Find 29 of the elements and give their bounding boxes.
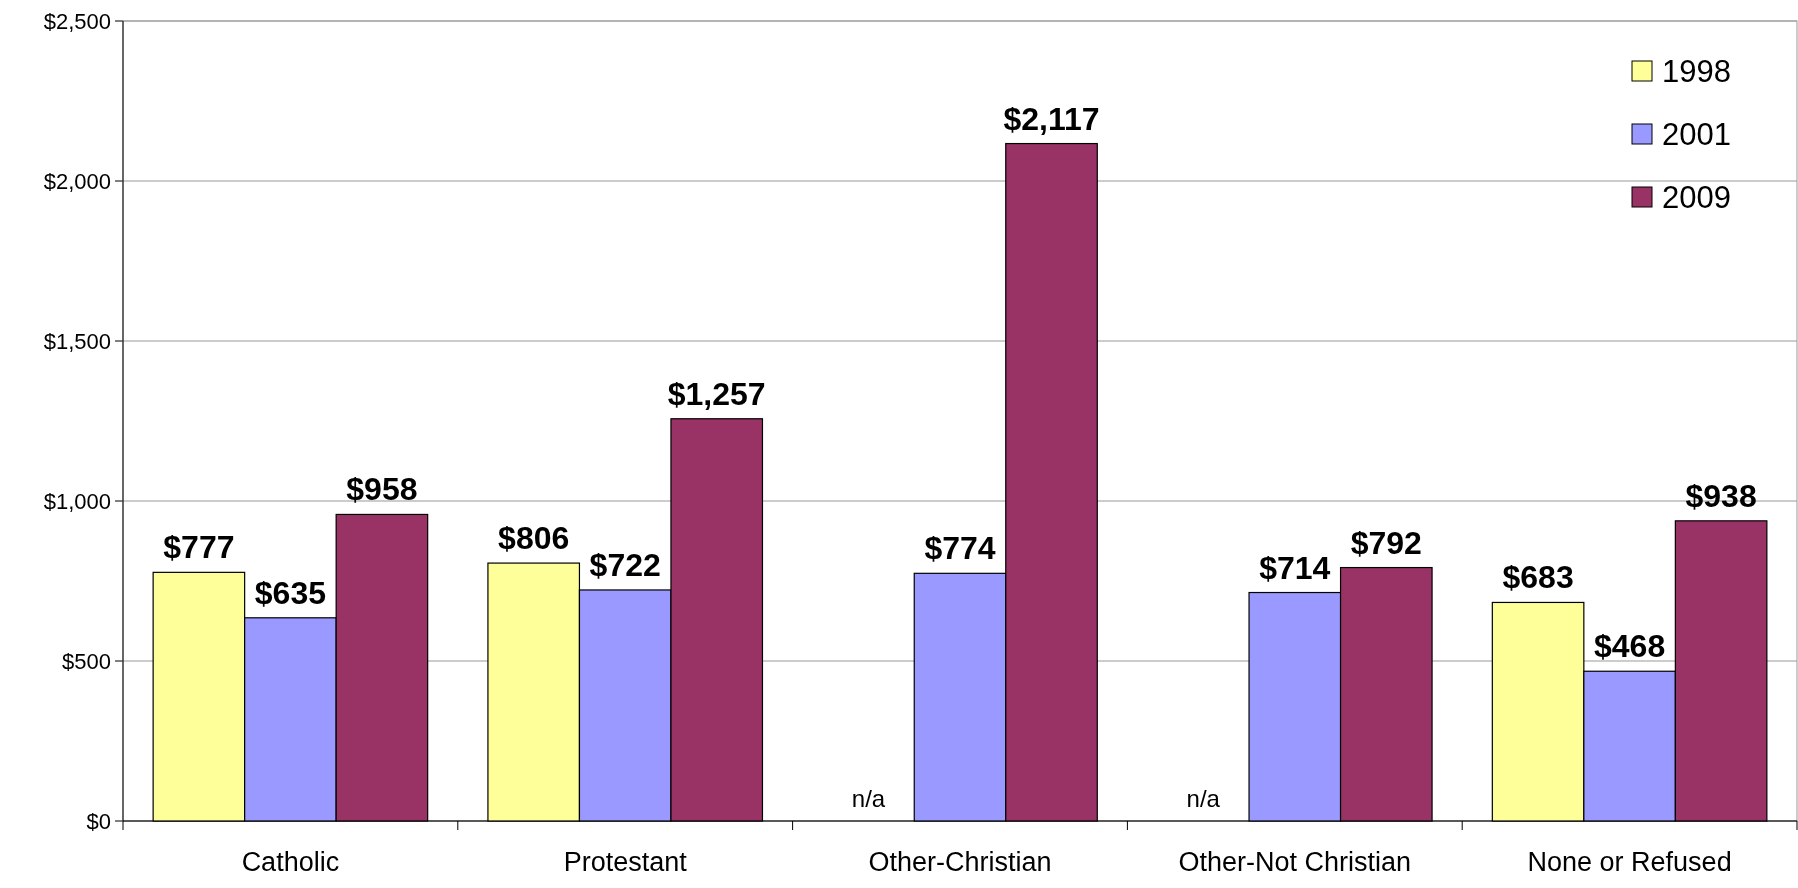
x-tick-label: Other-Christian — [868, 847, 1052, 877]
x-tick-label: Other-Not Christian — [1178, 847, 1412, 877]
text: n/a — [1186, 785, 1220, 812]
data-label: $1,257 — [667, 375, 766, 412]
data-label: $938 — [1685, 477, 1757, 514]
data-label: $777 — [163, 529, 235, 566]
y-tick-label: $2,500 — [43, 8, 111, 34]
legend-label: 2001 — [1662, 116, 1731, 152]
x-tick-label: Catholic — [241, 847, 340, 877]
legend-label: 2009 — [1662, 179, 1731, 215]
x-tick-label: None or Refused — [1527, 847, 1732, 877]
data-label: $722 — [589, 546, 661, 583]
data-label: $792 — [1350, 524, 1422, 561]
x-tick-label: Protestant — [563, 847, 688, 877]
data-label: $714 — [1259, 549, 1331, 586]
y-tick-label: $1,500 — [43, 328, 111, 354]
data-label: $806 — [498, 520, 570, 557]
data-label: $958 — [346, 471, 418, 508]
data-label: $2,117 — [1003, 100, 1100, 137]
data-label: $683 — [1502, 559, 1574, 596]
data-label: $635 — [254, 574, 326, 611]
data-label: $774 — [924, 530, 996, 567]
y-tick-label: $2,000 — [43, 168, 111, 194]
y-tick-label: $1,000 — [43, 488, 111, 514]
legend-label: 1998 — [1662, 53, 1731, 89]
y-tick-label: $0 — [86, 808, 111, 834]
text: n/a — [851, 785, 886, 812]
y-tick-label: $500 — [62, 648, 111, 674]
data-label: $468 — [1594, 628, 1666, 665]
